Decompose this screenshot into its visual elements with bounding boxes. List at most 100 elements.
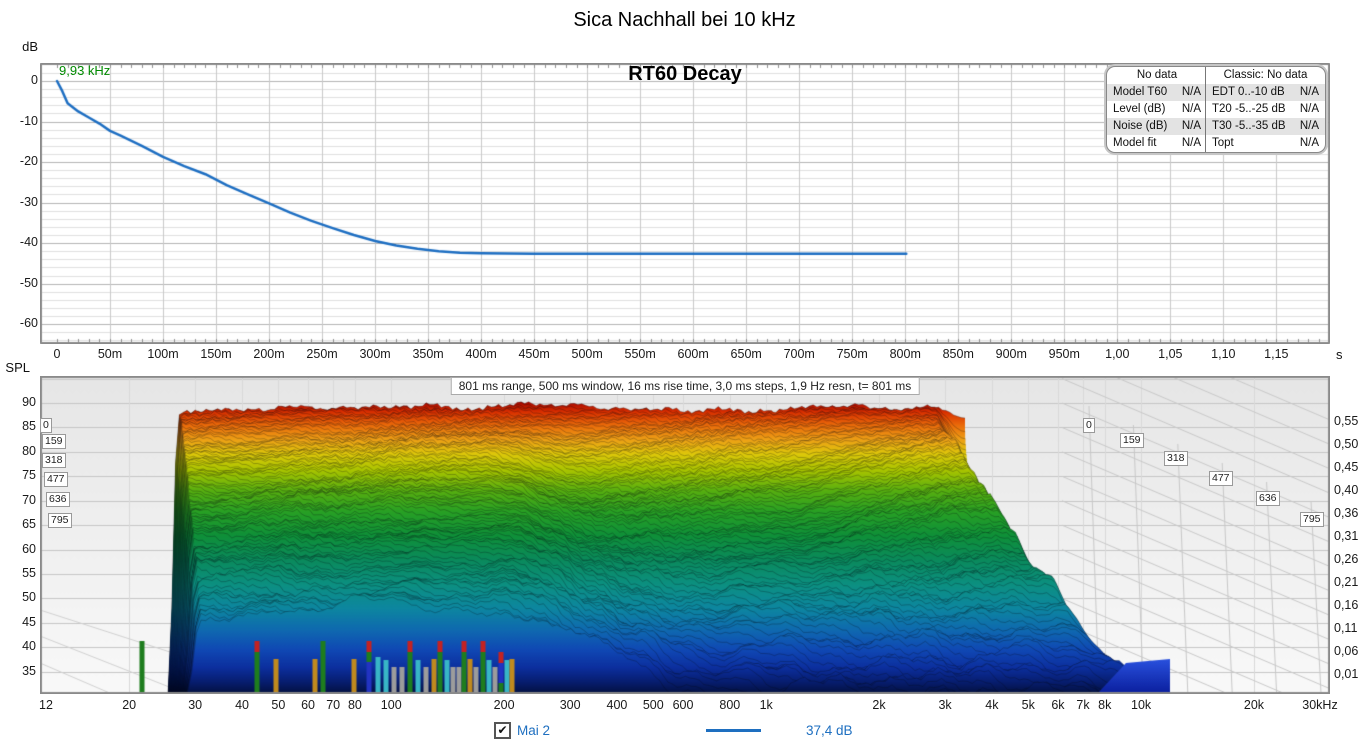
trace-visibility-checkbox[interactable]: ✔ [494,722,511,739]
page-title: Sica Nachhall bei 10 kHz [573,9,796,31]
legend-right-header: Classic: No data [1205,67,1325,84]
slice-time-marker-right: 318 [1164,451,1188,466]
rt60-x-tick-label: 850m [942,347,974,361]
waterfall-y-axis-label: SPL [5,360,30,375]
waterfall-info-box: 801 ms range, 500 ms window, 16 ms rise … [450,377,920,395]
slice-time-marker-left: 795 [48,513,72,528]
legend-left-header: No data [1136,69,1178,81]
waterfall-time-tick-label: 0,36 [1334,506,1359,520]
legend-cell-value: N/A [1181,86,1201,98]
slice-time-marker-left: 159 [42,434,66,449]
rt60-y-tick-label: -40 [19,235,38,250]
rt60-x-tick-label: 750m [836,347,868,361]
rt60-x-tick-label: 1,15 [1264,347,1289,361]
waterfall-freq-tick-label: 3k [938,698,952,712]
waterfall-freq-tick-label: 20k [1243,698,1265,712]
legend-cell-label: Noise (dB) [1113,120,1168,132]
waterfall-freq-tick-label: 80 [347,698,362,712]
rt60-y-tick-label: -20 [19,154,38,169]
rt60-x-tick-label: 900m [995,347,1027,361]
rt60-y-tick-label: -10 [19,113,38,128]
waterfall-time-tick-label: 0,06 [1334,644,1359,658]
rt60-y-axis-unit: dB [22,39,38,54]
waterfall-freq-tick-label: 30kHz [1302,698,1338,712]
waterfall-freq-tick-label: 50 [271,698,286,712]
rt60-x-tick-label: 600m [677,347,709,361]
waterfall-spl-tick-label: 90 [22,395,36,409]
waterfall-freq-tick-label: 8k [1098,698,1112,712]
rt60-x-tick-label: 650m [730,347,762,361]
waterfall-freq-tick-label: 12 [39,698,53,712]
legend-row: Noise (dB) N/A T30 -5..-35 dB N/A [1107,118,1325,135]
legend-cell-label: Model T60 [1113,86,1168,98]
waterfall-spl-tick-label: 65 [22,517,36,532]
waterfall-spl-tick-label: 75 [22,468,36,483]
waterfall-spl-tick-label: 50 [22,590,36,605]
slice-time-marker-right: 636 [1256,491,1280,506]
rt60-x-tick-label: 100m [147,347,179,361]
waterfall-freq-tick-label: 800 [719,698,741,712]
waterfall-freq-tick-label: 1k [759,698,773,712]
slice-time-marker-right: 795 [1300,512,1324,527]
waterfall-freq-tick-label: 600 [672,698,694,712]
trace-color-line [706,729,761,732]
rt60-y-tick-label: -30 [19,194,38,209]
legend-cell-label: Level (dB) [1113,103,1166,115]
waterfall-time-tick-label: 0,16 [1334,598,1359,612]
trace-name-label[interactable]: Mai 2 [517,723,551,738]
legend-cell-value: N/A [1181,120,1201,132]
waterfall-freq-tick-label: 400 [606,698,628,712]
waterfall-freq-tick-label: 500 [642,698,664,712]
waterfall-time-tick-label: 0,40 [1334,483,1359,497]
legend-row: Model fit N/A Topt N/A [1107,135,1325,152]
slice-time-marker-right: 0 [1083,418,1095,433]
slice-time-marker-left: 0 [40,418,52,433]
waterfall-spl-tick-label: 70 [22,492,36,507]
legend-row: Level (dB) N/A T20 -5..-25 dB N/A [1107,101,1325,118]
waterfall-freq-tick-label: 100 [380,698,402,712]
waterfall-freq-tick-label: 10k [1131,698,1152,712]
waterfall-spl-tick-label: 40 [22,639,36,654]
rt60-x-tick-label: 800m [889,347,921,361]
waterfall-time-tick-label: 0,55 [1334,414,1359,428]
rt60-x-tick-label: 550m [624,347,656,361]
waterfall-spl-tick-label: 80 [22,443,36,458]
waterfall-freq-tick-label: 70 [326,698,341,712]
waterfall-spl-tick-label: 60 [22,541,36,556]
cursor-frequency-label: 9,93 kHz [59,63,111,78]
rt60-x-tick-label: 400m [465,347,497,361]
rt60-y-tick-label: 0 [31,73,38,87]
rt60-legend-table: No data Classic: No data Model T60 N/A ED… [1106,66,1326,153]
waterfall-freq-tick-label: 7k [1076,698,1090,712]
legend-cell-value: N/A [1299,137,1319,149]
waterfall-spl-tick-label: 35 [22,663,36,678]
rt60-x-tick-label: 200m [253,347,285,361]
legend-cell-value: N/A [1299,120,1319,132]
waterfall-time-tick-label: 0,01 [1334,667,1359,681]
waterfall-freq-tick-label: 300 [559,698,581,712]
rt60-x-tick-label: 150m [200,347,232,361]
rt60-x-tick-label: 350m [412,347,444,361]
slice-time-marker-left: 318 [42,453,66,468]
trace-level-value: 37,4 dB [806,723,853,738]
waterfall-freq-tick-label: 4k [985,698,999,712]
rt60-x-tick-label: 700m [783,347,815,361]
rt60-x-axis-unit: s [1336,347,1343,362]
legend-cell-value: N/A [1299,103,1319,115]
waterfall-freq-tick-label: 2k [872,698,886,712]
waterfall-time-tick-label: 0,50 [1334,437,1359,451]
rt60-y-tick-label: -60 [19,316,38,331]
rt60-x-tick-label: 500m [571,347,603,361]
legend-header-row: No data Classic: No data [1107,67,1325,84]
legend-cell-label: T30 -5..-35 dB [1212,120,1286,132]
rt60-x-tick-label: 1,00 [1105,347,1130,361]
rt60-x-tick-label: 450m [518,347,550,361]
waterfall-freq-tick-label: 60 [301,698,316,712]
rt60-x-tick-label: 0 [53,347,61,361]
legend-cell-value: N/A [1181,137,1201,149]
waterfall-time-tick-label: 0,45 [1334,460,1359,474]
waterfall-plot[interactable] [40,376,1330,694]
waterfall-freq-tick-label: 30 [188,698,203,712]
rt60-x-tick-label: 300m [359,347,391,361]
